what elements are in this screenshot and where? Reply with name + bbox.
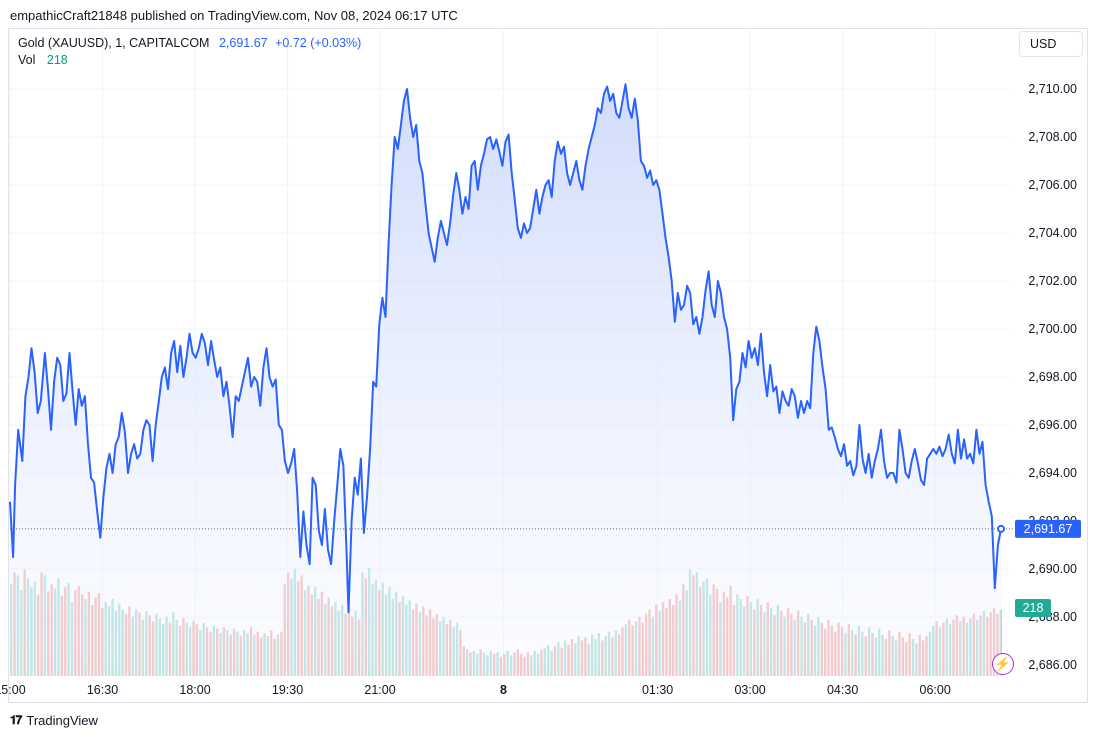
legend-symbol-row: Gold (XAUUSD), 1, CAPITALCOM 2,691.67 +0…	[18, 35, 361, 52]
y-tick-label: 2,690.00	[1028, 562, 1077, 576]
y-tick-label: 2,698.00	[1028, 370, 1077, 384]
x-tick-label: 18:00	[179, 683, 210, 697]
tradingview-logo-icon[interactable]: 𝟏𝟕	[10, 713, 22, 727]
legend-volume-row: Vol 218	[18, 52, 361, 69]
y-tick-label: 2,702.00	[1028, 274, 1077, 288]
x-tick-label: 16:30	[87, 683, 118, 697]
last-volume-badge	[1015, 599, 1051, 617]
legend: Gold (XAUUSD), 1, CAPITALCOM 2,691.67 +0…	[18, 35, 361, 69]
y-tick-label: 2,686.00	[1028, 658, 1077, 672]
y-tick-label: 2,696.00	[1028, 418, 1077, 432]
y-tick-label: 2,700.00	[1028, 322, 1077, 336]
legend-change: +0.72 (+0.03%)	[275, 36, 362, 50]
legend-symbol[interactable]: Gold (XAUUSD), 1, CAPITALCOM	[18, 36, 210, 50]
footer-brand[interactable]: TradingView	[26, 713, 98, 728]
last-volume-label: 218	[1023, 601, 1044, 615]
y-tick-label: 2,694.00	[1028, 466, 1077, 480]
chart-frame	[8, 28, 1088, 703]
legend-vol-label[interactable]: Vol	[18, 53, 36, 67]
x-tick-label: 21:00	[364, 683, 395, 697]
x-tick-label: 04:30	[827, 683, 858, 697]
price-line	[9, 83, 1002, 614]
y-tick-label: 2,710.00	[1028, 82, 1077, 96]
published-line: empathicCraft21848 published on TradingV…	[10, 8, 458, 23]
x-tick-label: 06:00	[920, 683, 951, 697]
bolt-icon[interactable]: ⚡	[992, 653, 1014, 675]
currency-button[interactable]: USD	[1019, 31, 1083, 57]
legend-vol-value: 218	[46, 53, 68, 67]
legend-price: 2,691.67	[218, 36, 268, 50]
x-tick-label: 01:30	[642, 683, 673, 697]
x-tick-label: 8	[500, 683, 507, 697]
x-tick-label: 19:30	[272, 683, 303, 697]
last-price-label: 2,691.67	[1024, 522, 1073, 536]
x-tick-label: 15:00	[0, 683, 26, 697]
y-tick-label: 2,708.00	[1028, 130, 1077, 144]
x-tick-label: 03:00	[734, 683, 765, 697]
footer: 𝟏𝟕 TradingView	[10, 713, 98, 728]
y-tick-label: 2,704.00	[1028, 226, 1077, 240]
price-area	[10, 84, 1001, 676]
last-price-dot	[997, 524, 1005, 533]
y-tick-label: 2,706.00	[1028, 178, 1077, 192]
last-price-badge	[1015, 519, 1081, 538]
